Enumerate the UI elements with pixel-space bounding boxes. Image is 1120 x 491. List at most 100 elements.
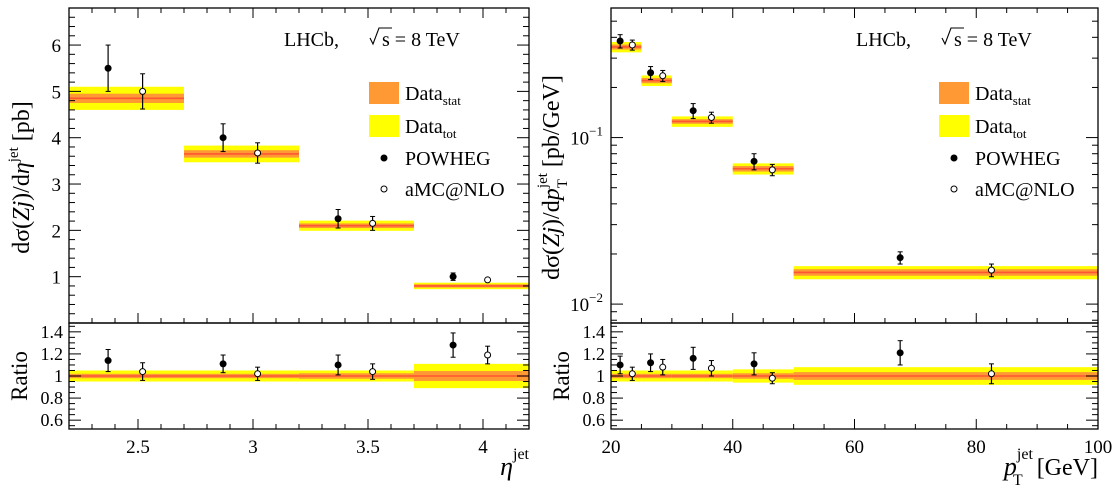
experiment-label: LHCb, — [856, 29, 911, 51]
energy-label: s = 8 TeV — [954, 29, 1032, 51]
x-label-sup: jet — [1016, 446, 1034, 463]
powheg-point — [219, 134, 227, 142]
legend-label-powheg: POWHEG — [975, 148, 1061, 170]
ratio-y-tick-label: 1.2 — [583, 344, 606, 364]
powheg-ratio-point — [896, 349, 904, 357]
amcnlo-ratio-point — [484, 351, 492, 359]
y-axis-label: dσ(Zj)/dηjet [pb] — [6, 101, 35, 254]
y-tick-label: 3 — [52, 175, 62, 196]
y-label-sup: jet — [535, 172, 551, 189]
legend-marker-amcnlo — [380, 185, 388, 193]
experiment-label: LHCb, — [284, 29, 339, 51]
x-tick-label: 60 — [845, 437, 864, 458]
ratio-y-tick-label: 1 — [596, 366, 605, 386]
powheg-point — [647, 69, 655, 77]
legend-text: Data — [975, 116, 1013, 138]
y-label-sup: jet — [6, 146, 22, 163]
x-tick-label: 3 — [248, 437, 258, 458]
x-label-symbol: p — [1002, 452, 1017, 481]
ratio-y-tick-label: 0.6 — [583, 410, 606, 430]
amcnlo-ratio-point — [659, 363, 667, 371]
powheg-ratio-point — [689, 354, 697, 362]
legend-label-powheg: POWHEG — [405, 148, 491, 170]
x-label-sub: T — [1013, 472, 1023, 489]
legend-swatch-tot — [939, 115, 969, 137]
ratio-y-tick-label: 0.8 — [583, 388, 606, 408]
legend-subscript: tot — [1013, 126, 1027, 141]
powheg-ratio-point — [104, 357, 112, 365]
powheg-point — [750, 157, 758, 165]
y-axis-label: dσ(Zj)/dpTjet [pb/GeV] — [535, 75, 571, 280]
y-label-unit: [pb] — [9, 101, 35, 141]
ratio-y-tick-label: 1.2 — [41, 344, 64, 364]
amcnlo-point — [768, 166, 776, 174]
ratio-y-tick-label: 0.6 — [41, 410, 64, 430]
powheg-ratio-point — [616, 361, 624, 369]
amcnlo-point — [707, 114, 715, 122]
y-tick-exponent: −1 — [589, 124, 603, 139]
y-tick-base: 10 — [570, 129, 589, 150]
y-label-main: dσ( — [9, 221, 35, 254]
powheg-point — [689, 107, 697, 115]
y-tick-label: 4 — [52, 129, 62, 150]
legend-label-tot: Datatot — [975, 116, 1027, 141]
legend-text: POWHEG — [975, 148, 1061, 170]
y-label-main: dσ( — [539, 247, 565, 280]
ratio-y-tick-label: 0.8 — [41, 388, 64, 408]
powheg-ratio-point — [647, 359, 655, 367]
amcnlo-point — [139, 87, 147, 95]
x-label-sup: jet — [512, 446, 530, 463]
ratio-y-tick-label: 1 — [54, 366, 63, 386]
amcnlo-point — [484, 276, 492, 284]
legend-label-stat: Datastat — [975, 83, 1031, 108]
amcnlo-ratio-point — [707, 364, 715, 372]
x-tick-label: 4 — [478, 437, 488, 458]
powheg-ratio-point — [750, 360, 758, 368]
amcnlo-point — [659, 72, 667, 80]
y-tick-label: 10−1 — [570, 124, 603, 150]
legend-swatch-stat — [939, 82, 969, 104]
legend-subscript: stat — [1013, 93, 1031, 108]
chart-panel-eta: 2.5 3 3.5 41234560.60.811.21.4dσ(Zj)/dηjet[… — [6, 7, 530, 481]
legend-label-tot: Datatot — [405, 116, 457, 141]
amcnlo-ratio-point — [254, 370, 262, 378]
y-label-tail: )/d — [9, 174, 35, 201]
amcnlo-ratio-point — [987, 370, 995, 378]
y-label-tail: )/d — [539, 200, 565, 227]
legend-marker-amcnlo — [950, 185, 958, 193]
amcnlo-point — [987, 266, 995, 274]
amcnlo-point — [628, 41, 636, 49]
x-tick-label: 100 — [1084, 437, 1113, 458]
y-label-sub: T — [555, 179, 571, 188]
powheg-point — [896, 254, 904, 262]
experiment-name: LHCb, — [284, 29, 339, 51]
amcnlo-ratio-point — [628, 370, 636, 378]
chart-panel-pt: 20 40 60 80 10010−210−10.60.811.21.4dσ(Zj)/d… — [535, 7, 1113, 489]
amcnlo-point — [254, 149, 262, 157]
legend-text: Data — [975, 83, 1013, 105]
x-tick-label: 2.5 — [126, 437, 150, 458]
experiment-name: LHCb, — [856, 29, 911, 51]
x-tick-label: 3.5 — [356, 437, 380, 458]
x-label-symbol: η — [500, 452, 513, 481]
y-tick-label: 1 — [52, 268, 62, 289]
powheg-ratio-point — [449, 341, 457, 349]
powheg-ratio-point — [334, 361, 342, 369]
powheg-point — [449, 273, 457, 281]
x-label-unit: [GeV] — [1037, 455, 1098, 481]
y-tick-label: 2 — [52, 221, 62, 242]
y-label-symbol: η — [9, 162, 35, 174]
x-tick-label: 40 — [723, 437, 742, 458]
y-tick-exponent: −2 — [589, 290, 603, 305]
y-label-symbol: p — [539, 188, 565, 202]
legend-label-amcnlo: aMC@NLO — [405, 179, 505, 201]
legend-text: aMC@NLO — [975, 179, 1075, 201]
y-tick-label: 10−2 — [570, 290, 603, 316]
legend-text: Data — [405, 116, 443, 138]
legend-text: POWHEG — [405, 148, 491, 170]
legend-marker-powheg — [380, 154, 388, 162]
sqrt-symbol — [941, 27, 964, 46]
sqrt-symbol — [369, 27, 392, 46]
powheg-ratio-point — [219, 360, 227, 368]
